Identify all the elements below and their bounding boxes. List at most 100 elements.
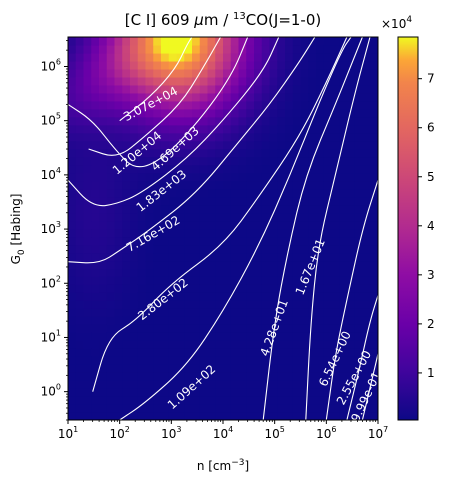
heatmap-cell — [168, 372, 178, 381]
heatmap-cell — [215, 124, 224, 134]
heatmap-cell — [246, 196, 255, 206]
heatmap-cell — [122, 37, 131, 46]
heatmap-cell — [308, 108, 317, 118]
heatmap-cell — [192, 44, 201, 54]
heatmap-cell — [153, 308, 162, 317]
heatmap-cell — [168, 68, 178, 78]
heatmap-cell — [362, 228, 371, 238]
contour-line-1.83e+03 — [68, 37, 280, 207]
heatmap-cell — [277, 380, 286, 389]
heatmap-cell — [192, 116, 201, 126]
heatmap-cell — [285, 164, 294, 174]
heatmap-cell — [285, 188, 294, 198]
heatmap-cell — [75, 108, 85, 118]
heatmap-cell — [316, 84, 325, 94]
heatmap-cell — [230, 300, 240, 309]
heatmap-cell — [145, 404, 154, 413]
heatmap-cell — [199, 37, 209, 46]
heatmap-cell — [354, 148, 364, 158]
heatmap-cell — [246, 124, 255, 134]
heatmap-cell — [331, 204, 340, 214]
heatmap-cell — [68, 92, 77, 102]
heatmap-cell — [316, 324, 325, 333]
heatmap-cell — [91, 308, 100, 317]
heatmap-cell — [347, 84, 356, 94]
heatmap-cell — [68, 220, 77, 230]
heatmap-cell — [122, 364, 131, 373]
heatmap-cell — [362, 68, 371, 78]
heatmap-cell — [308, 316, 317, 325]
heatmap-cell — [75, 404, 85, 413]
heatmap-cell — [99, 92, 108, 102]
heatmap-cell — [316, 212, 325, 222]
heatmap-cell — [300, 300, 309, 309]
heatmap-cell — [300, 156, 309, 166]
heatmap-cell — [153, 364, 162, 373]
heatmap-cell — [223, 100, 232, 110]
heatmap-cell — [75, 276, 85, 285]
heatmap-cell — [362, 148, 371, 158]
heatmap-cell — [331, 220, 340, 230]
heatmap-cell — [99, 276, 108, 285]
heatmap-cell — [230, 252, 240, 262]
heatmap-cell — [254, 52, 263, 62]
heatmap-cell — [238, 388, 247, 397]
heatmap-cell — [230, 364, 240, 373]
heatmap-cell — [316, 260, 325, 269]
heatmap-cell — [246, 348, 255, 357]
heatmap-cell — [176, 372, 185, 381]
heatmap-cell — [354, 324, 364, 333]
contour-line-6.54e+00 — [325, 179, 378, 420]
heatmap-cell — [184, 292, 193, 301]
heatmap-cell — [215, 188, 224, 198]
heatmap-cell — [161, 300, 170, 309]
heatmap-cell — [254, 244, 263, 254]
heatmap-cell — [207, 92, 216, 102]
heatmap-cell — [300, 388, 309, 397]
heatmap-cell — [277, 412, 286, 420]
heatmap-cell — [261, 156, 271, 166]
heatmap-cell — [254, 44, 263, 54]
heatmap-cell — [68, 412, 77, 420]
heatmap-cell — [153, 140, 162, 150]
heatmap-cell — [292, 92, 302, 102]
heatmap-cell — [83, 300, 92, 309]
heatmap-cell — [277, 268, 286, 277]
heatmap-cell — [223, 396, 232, 405]
heatmap-cell — [207, 268, 216, 277]
heatmap-cell — [199, 324, 209, 333]
heatmap-cell — [145, 92, 154, 102]
heatmap-cell — [277, 60, 286, 70]
heatmap-cell — [354, 156, 364, 166]
heatmap-cell — [106, 276, 116, 285]
heatmap-cell — [199, 228, 209, 238]
heatmap-cell — [285, 364, 294, 373]
heatmap-cell — [91, 44, 100, 54]
heatmap-cell — [300, 76, 309, 86]
heatmap-cell — [192, 188, 201, 198]
heatmap-cell — [230, 60, 240, 70]
heatmap-cell — [292, 196, 302, 206]
heatmap-cell — [184, 308, 193, 317]
heatmap-cell — [300, 340, 309, 349]
heatmap-cell — [277, 172, 286, 182]
heatmap-cell — [192, 412, 201, 420]
heatmap-cell — [261, 76, 271, 86]
heatmap-cell — [246, 236, 255, 246]
heatmap-cell — [145, 356, 154, 365]
heatmap-cell — [308, 340, 317, 349]
heatmap-cell — [362, 260, 371, 269]
heatmap-cell — [331, 372, 340, 381]
heatmap-cell — [246, 388, 255, 397]
heatmap-cell — [331, 37, 340, 46]
heatmap-cell — [323, 260, 333, 269]
heatmap-cell — [292, 284, 302, 293]
heatmap-cell — [261, 228, 271, 238]
heatmap-cell — [145, 188, 154, 198]
heatmap-cell — [277, 364, 286, 373]
heatmap-cell — [75, 60, 85, 70]
heatmap-cell — [362, 52, 371, 62]
heatmap-cell — [106, 332, 116, 341]
heatmap-cell — [215, 52, 224, 62]
heatmap-cell — [145, 44, 154, 54]
